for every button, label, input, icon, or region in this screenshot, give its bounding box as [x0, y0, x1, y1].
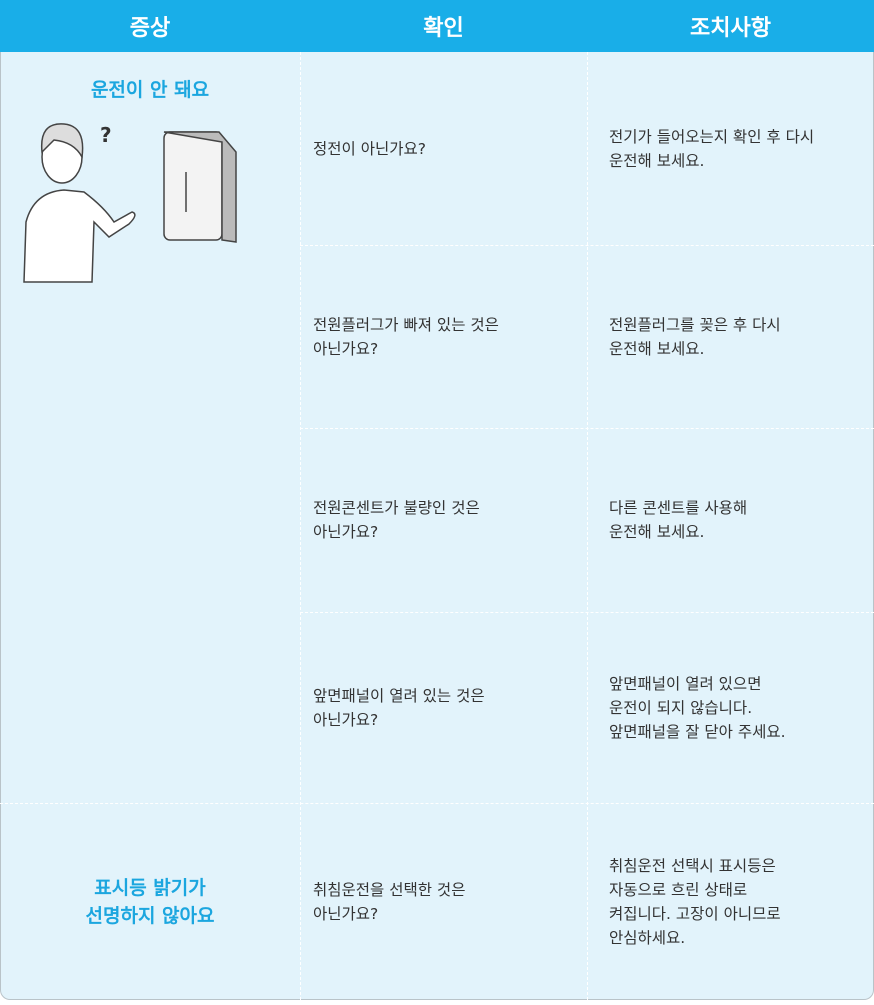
table-body — [0, 52, 874, 1000]
check-line: 정전이 아닌가요? — [313, 139, 426, 158]
action-line: 취침운전 선택시 표시등은 — [609, 856, 776, 875]
action-line: 전기가 들어오는지 확인 후 다시 — [609, 127, 815, 146]
illustration: ? — [23, 123, 237, 283]
header-cell: 조치사항 — [587, 0, 874, 52]
action-line: 앞면패널을 잘 닫아 주세요. — [609, 722, 786, 741]
check-line: 아닌가요? — [313, 339, 379, 358]
check-line: 취침운전을 선택한 것은 — [313, 880, 466, 899]
action-line: 운전이 되지 않습니다. — [609, 698, 753, 717]
action-line: 운전해 보세요. — [609, 523, 705, 541]
check-cell: 정전이 아닌가요? — [313, 52, 570, 245]
check-line: 아닌가요? — [313, 523, 379, 541]
action-line: 운전해 보세요. — [609, 151, 705, 170]
symptom: 운전이 안 돼요 — [0, 76, 300, 104]
header-cell: 확인 — [300, 0, 587, 52]
check-line: 아닌가요? — [313, 710, 379, 729]
check-line: 전원플러그가 빠져 있는 것은 — [313, 315, 499, 334]
action-line: 자동으로 흐린 상태로 — [609, 880, 748, 899]
action-line: 앞면패널이 열려 있으면 — [609, 674, 762, 693]
column-divider — [300, 52, 301, 1000]
symptom-line: 선명하지 않아요 — [85, 904, 215, 927]
question-mark: ? — [100, 123, 112, 147]
check-line: 전원콘센트가 불량인 것은 — [313, 499, 480, 517]
check-line: 아닌가요? — [313, 904, 379, 923]
symptom-line: 운전이 안 돼요 — [90, 79, 210, 101]
action-line: 안심하세요. — [609, 928, 686, 947]
column-divider — [587, 52, 588, 1000]
header-cell: 증상 — [0, 0, 300, 52]
group-divider — [0, 803, 874, 804]
action-line: 전원플러그를 꽂은 후 다시 — [609, 315, 781, 334]
action-line: 운전해 보세요. — [609, 339, 705, 358]
action-line: 다른 콘센트를 사용해 — [609, 499, 748, 517]
symptom-line: 표시등 밝기가 — [94, 876, 206, 899]
action-line: 켜집니다. 고장이 아니므로 — [609, 904, 781, 923]
check-line: 앞면패널이 열려 있는 것은 — [313, 686, 485, 705]
